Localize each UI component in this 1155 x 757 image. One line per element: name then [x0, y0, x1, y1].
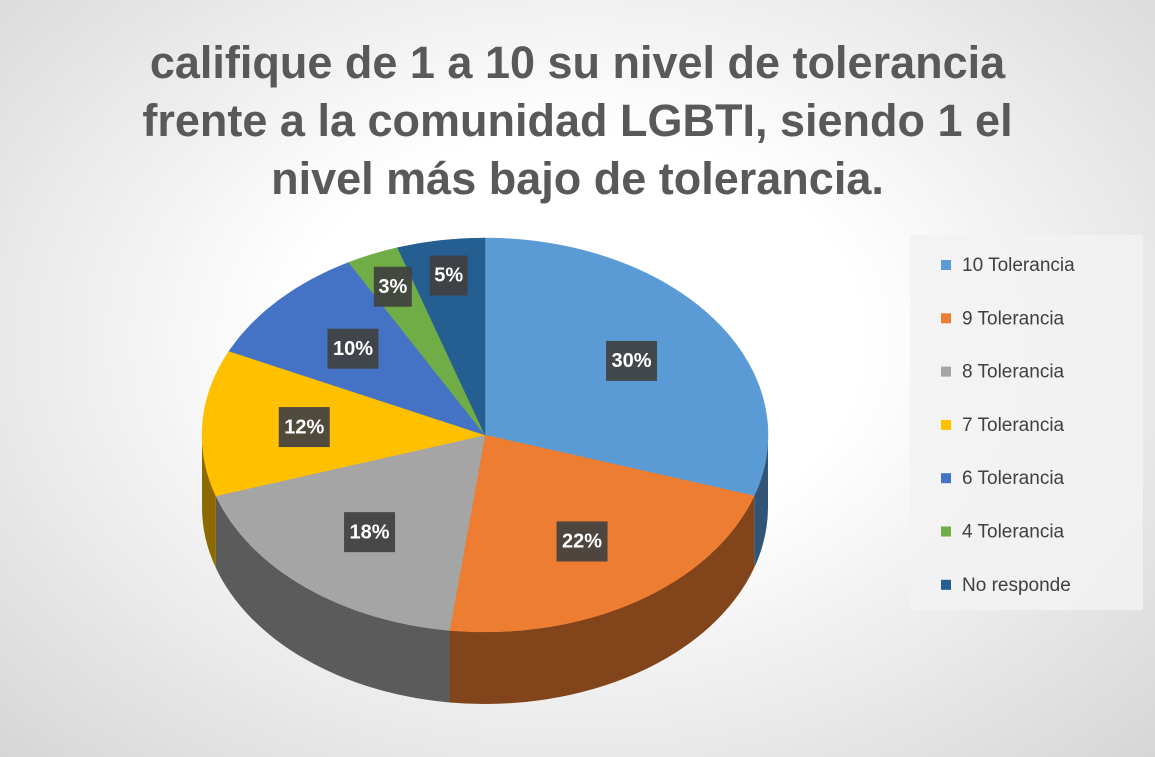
data-label: 30%: [612, 350, 652, 372]
data-label-box: [556, 521, 608, 562]
legend-label: No responde: [962, 575, 1071, 596]
data-label: 10%: [333, 338, 373, 360]
data-label: 18%: [350, 521, 390, 543]
data-label-box: [344, 512, 396, 553]
legend-swatch: [941, 473, 951, 484]
legend-swatch: [941, 313, 951, 324]
data-label-box: [278, 407, 330, 448]
data-label: 12%: [284, 416, 324, 438]
slice-side: [202, 435, 216, 568]
legend-swatch: [941, 260, 951, 270]
slice: [201, 350, 486, 497]
legend-label: 10 Tolerancia: [962, 255, 1075, 276]
slice-side: [215, 495, 450, 703]
chart-title: califique de 1 a 10 su nivel de toleranc…: [142, 37, 1013, 204]
slice-side: [754, 435, 768, 568]
legend-label: 6 Tolerancia: [962, 468, 1065, 489]
data-label: 22%: [562, 531, 602, 553]
legend-swatch: [941, 366, 951, 377]
legend-swatch: [941, 579, 951, 590]
legend-label: 7 Tolerancia: [962, 415, 1065, 436]
legend-swatch: [941, 419, 951, 430]
legend-label: 4 Tolerancia: [962, 522, 1065, 543]
data-label-box: [373, 266, 412, 307]
slice-side: [449, 495, 755, 704]
data-label-box: [327, 328, 379, 369]
data-label-box: [606, 340, 658, 381]
legend-swatch: [941, 526, 951, 537]
legend-label: 8 Tolerancia: [962, 362, 1065, 383]
data-label: 3%: [378, 276, 407, 298]
legend-label: 9 Tolerancia: [962, 308, 1065, 329]
data-label: 5%: [434, 265, 463, 287]
data-label-box: [429, 255, 468, 296]
